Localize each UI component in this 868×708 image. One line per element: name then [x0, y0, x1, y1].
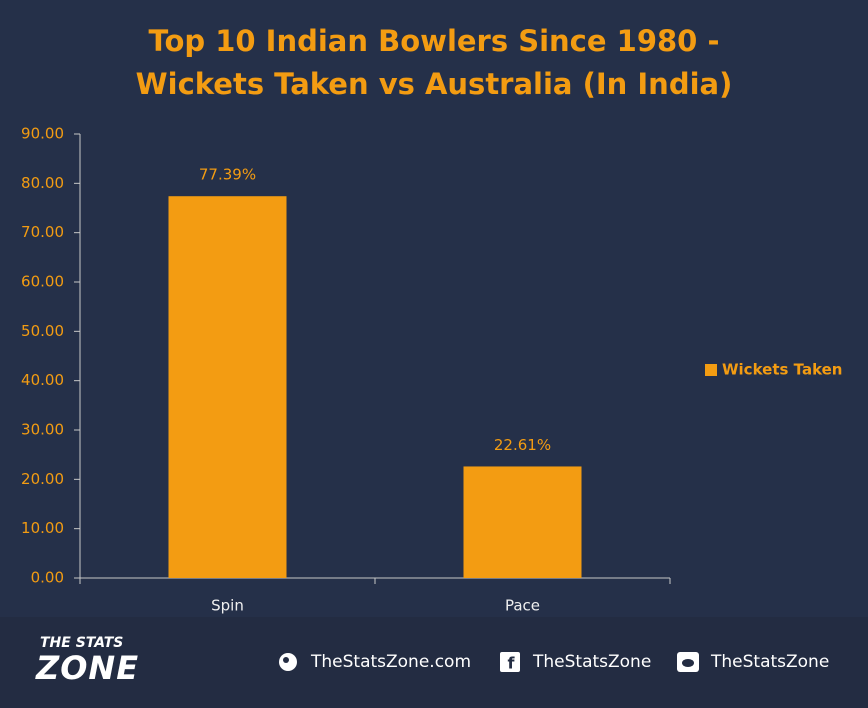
legend-swatch — [705, 364, 717, 376]
twitter-icon — [677, 652, 699, 672]
chart: 0.00 10.00 20.00 30.00 40.00 50.00 60.00 70.00 8… — [21, 125, 843, 615]
x-tick-label: Pace — [505, 597, 540, 615]
y-tick-label: 70.00 — [21, 223, 64, 241]
footer: THE STATS ZONE TheStatsZone.com f TheSta… — [0, 617, 868, 708]
logo-bottom: ZONE — [36, 649, 140, 687]
globe-icon — [279, 653, 297, 671]
bar — [463, 466, 582, 578]
facebook-icon: f — [500, 652, 520, 672]
y-tick-label: 50.00 — [21, 322, 64, 340]
y-tick-label: 20.00 — [21, 470, 64, 488]
data-label: 22.61% — [494, 436, 551, 454]
y-tick-label: 80.00 — [21, 174, 64, 192]
y-tick-label: 30.00 — [21, 421, 64, 439]
y-tick-label: 0.00 — [31, 569, 64, 587]
data-label: 77.39% — [199, 166, 256, 184]
svg-text:f: f — [508, 654, 516, 673]
website-link[interactable]: TheStatsZone.com — [311, 652, 472, 672]
y-tick-label: 60.00 — [21, 273, 64, 291]
legend-label: Wickets Taken — [722, 361, 843, 379]
y-tick-label: 10.00 — [21, 519, 64, 537]
y-tick-label: 90.00 — [21, 125, 64, 143]
logo-top: THE STATS — [40, 635, 124, 651]
bar — [168, 196, 287, 578]
twitter-link[interactable]: TheStatsZone — [711, 652, 830, 672]
x-tick-label: Spin — [211, 597, 244, 615]
facebook-link[interactable]: TheStatsZone — [533, 652, 652, 672]
y-tick-label: 40.00 — [21, 371, 64, 389]
chart-title: Top 10 Indian Bowlers Since 1980 - Wicke… — [135, 24, 733, 101]
